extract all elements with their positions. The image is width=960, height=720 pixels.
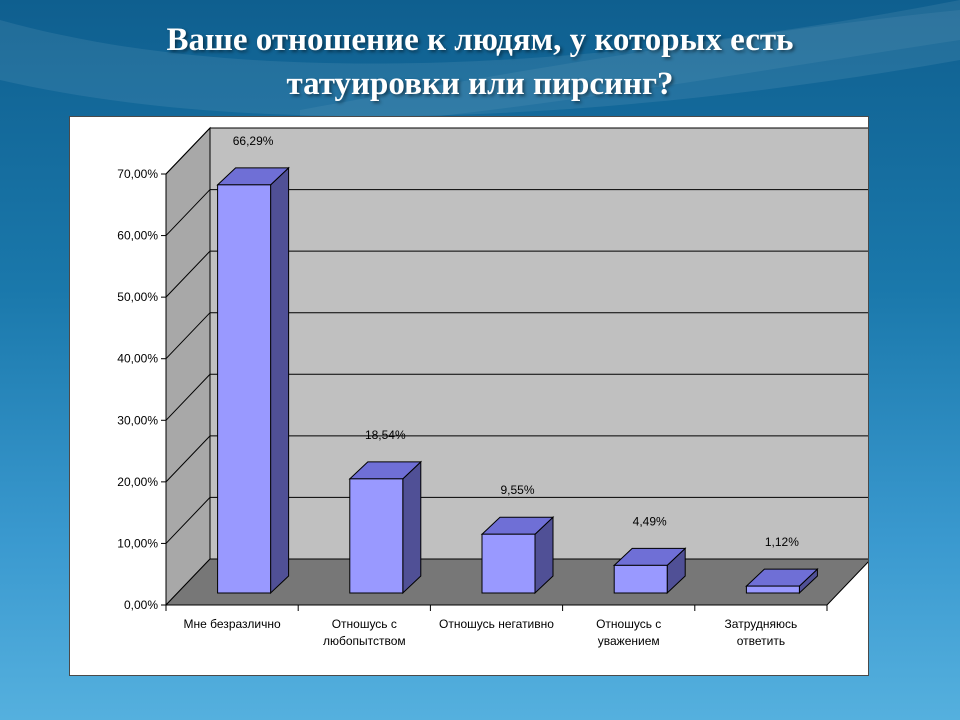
- bar: [349, 478, 404, 594]
- bar-chart: 0,00% 10,00% 20,00% 30,00% 40,00% 50,00% 60,00…: [117, 126, 868, 648]
- gridline: [165, 496, 868, 544]
- category-label: Отношусь с уважением: [596, 617, 661, 648]
- gridline: [165, 435, 868, 483]
- category-label-line: уважением: [598, 634, 660, 648]
- category-label: Мне безразлично: [184, 617, 281, 631]
- data-label: 9,55%: [500, 483, 534, 497]
- bar: [745, 585, 800, 594]
- y-tick-label: 10,00%: [117, 536, 158, 550]
- category-label: Отношусь с любопытством: [323, 617, 406, 648]
- data-label: 1,12%: [765, 535, 799, 549]
- y-tick-label: 0,00%: [124, 598, 158, 612]
- category-label: Отношусь негативно: [439, 617, 554, 631]
- y-tick-label: 30,00%: [117, 413, 158, 427]
- gridline: [165, 373, 868, 421]
- bar: [613, 564, 668, 594]
- slide-title-line1: Ваше отношение к людям, у которых есть: [166, 22, 794, 58]
- bar-side: [270, 166, 290, 595]
- category-label: Затрудняюсь ответить: [725, 617, 798, 648]
- category-label-line: Отношусь с: [596, 617, 661, 631]
- bar-side: [402, 460, 422, 595]
- y-tick-label: 20,00%: [117, 475, 158, 489]
- slide-title: Ваше отношение к людям, у которых есть т…: [0, 18, 960, 106]
- chart-area: 0,00% 10,00% 20,00% 30,00% 40,00% 50,00% 60,00…: [69, 116, 869, 676]
- gridline: [165, 127, 868, 175]
- y-tick-label: 40,00%: [117, 352, 158, 366]
- bar: [481, 533, 536, 594]
- gridline: [165, 250, 868, 298]
- bar: [217, 184, 272, 594]
- slide-title-line2: татуировки или пирсинг?: [286, 66, 674, 102]
- category-label-line: любопытством: [323, 634, 406, 648]
- y-tick-label: 60,00%: [117, 229, 158, 243]
- data-label: 18,54%: [365, 428, 406, 442]
- chart-side-wall: [165, 126, 211, 607]
- chart-back-wall: [209, 127, 868, 560]
- category-label-line: Затрудняюсь: [725, 617, 798, 631]
- gridline: [165, 189, 868, 236]
- y-tick-label: 70,00%: [117, 167, 158, 181]
- category-label-line: Мне безразлично: [184, 617, 281, 631]
- gridline: [165, 312, 868, 360]
- data-label: 66,29%: [233, 134, 274, 148]
- y-tick-label: 50,00%: [117, 290, 158, 304]
- data-label: 4,49%: [633, 514, 667, 528]
- category-label-line: ответить: [737, 634, 785, 648]
- category-label-line: Отношусь с: [332, 617, 397, 631]
- category-label-line: Отношусь негативно: [439, 617, 554, 631]
